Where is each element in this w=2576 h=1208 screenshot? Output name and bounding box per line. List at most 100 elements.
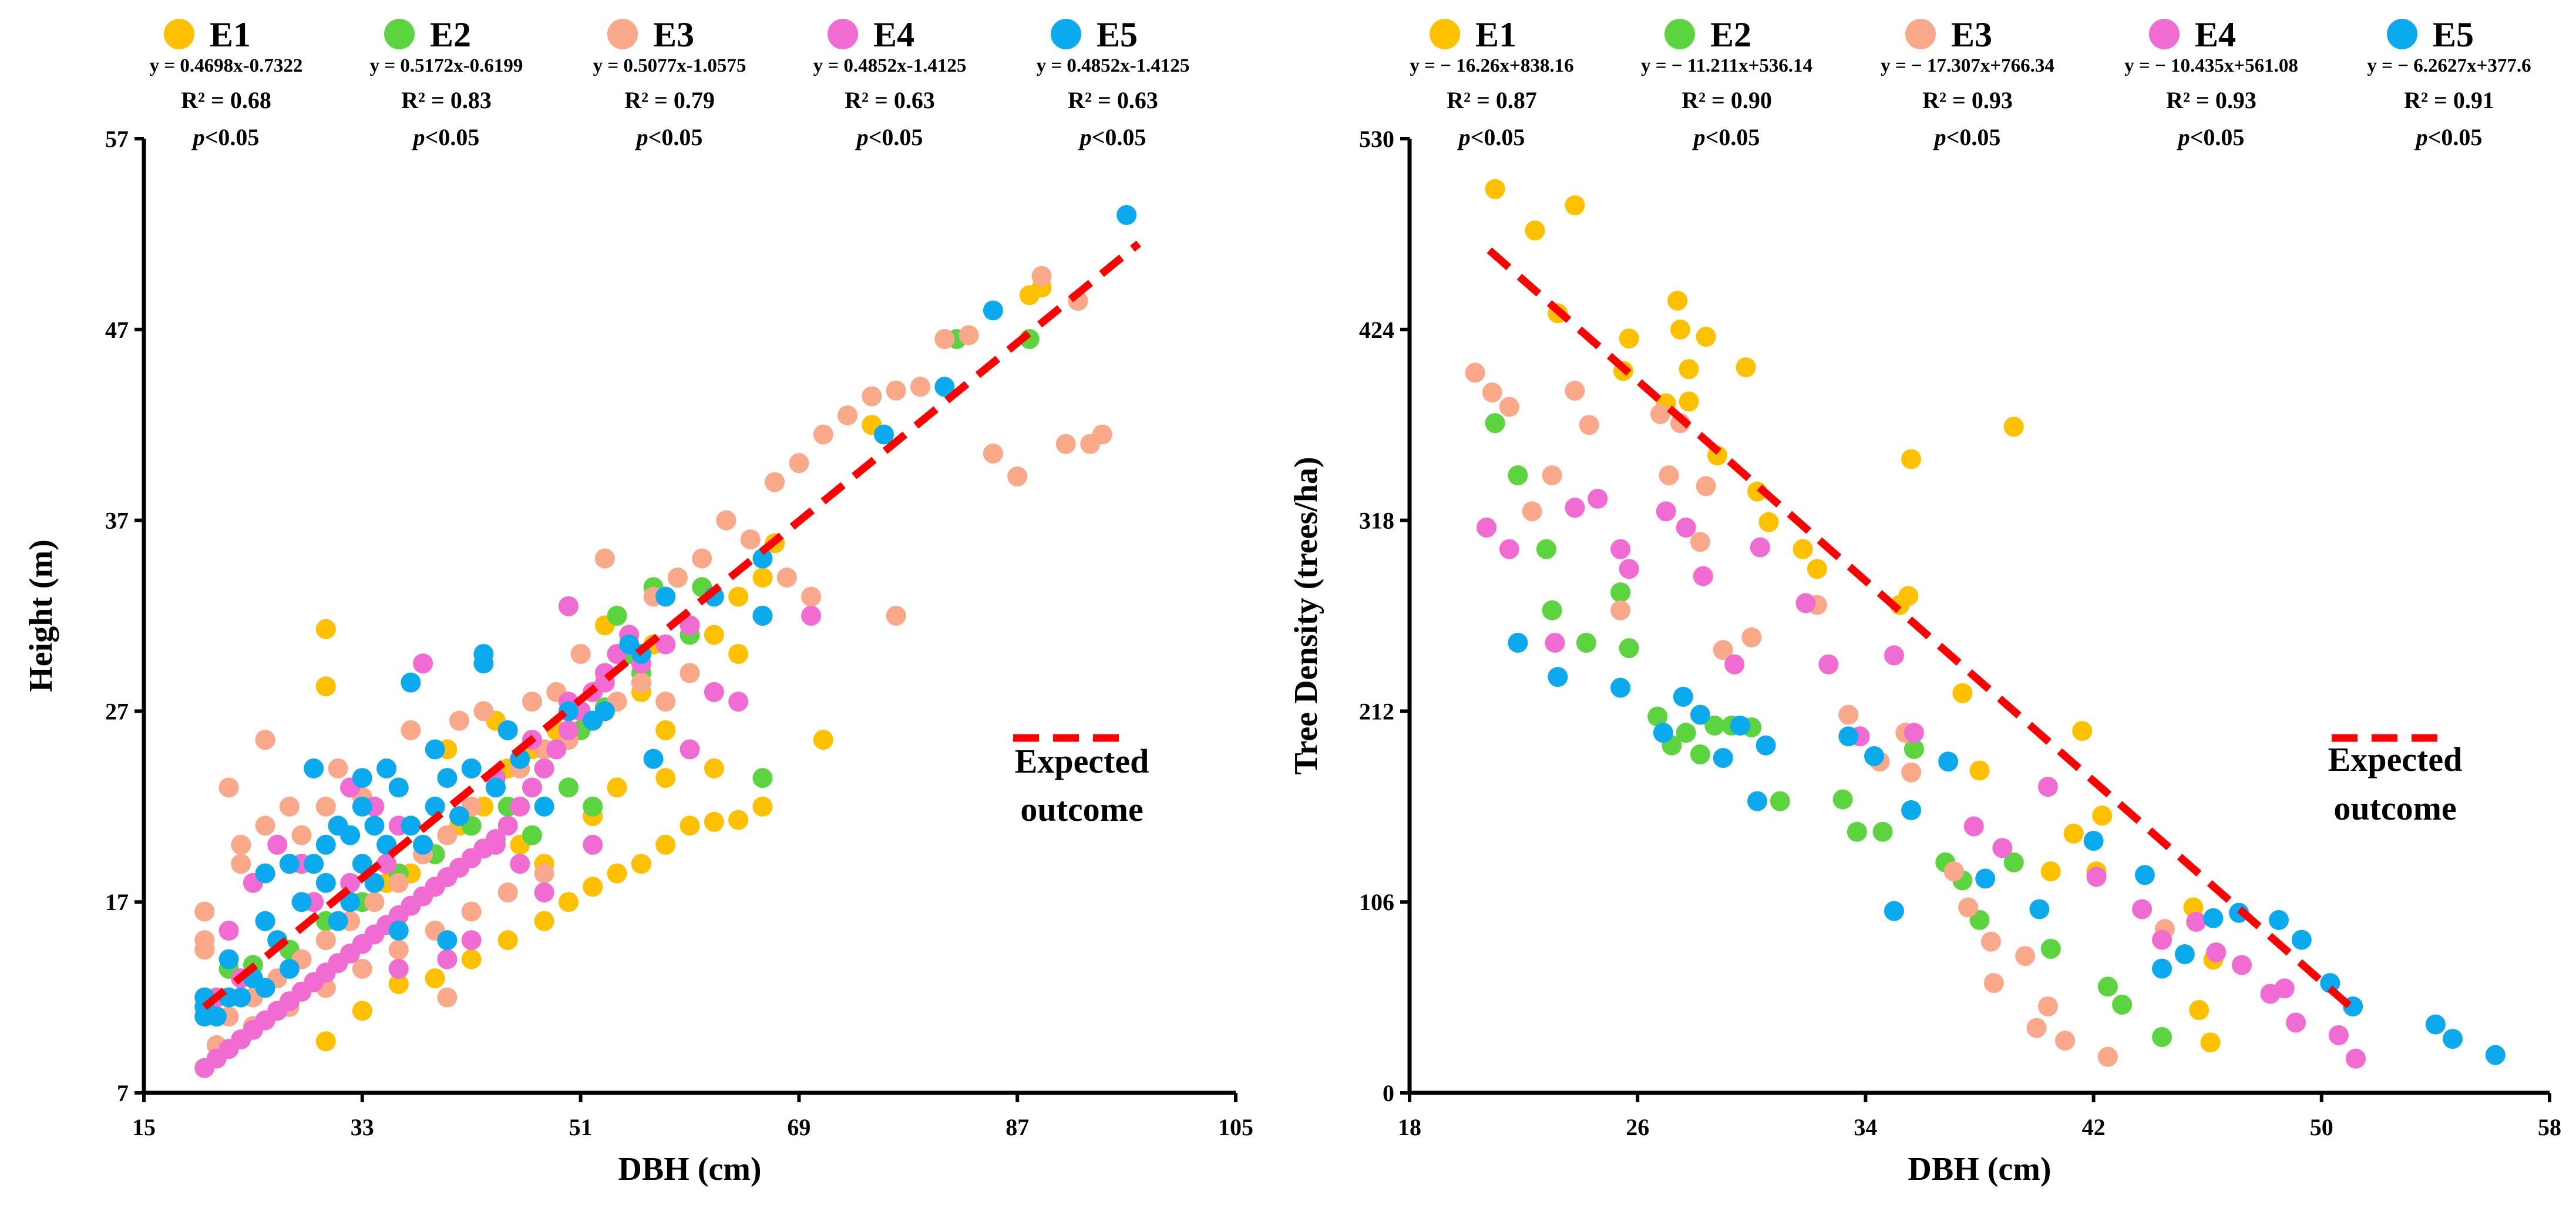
equation-e5: y = 0.4852x-1.4125: [1037, 55, 1190, 76]
data-point-e5: [401, 816, 421, 836]
data-point-e3: [1565, 380, 1585, 401]
data-point-e3: [1713, 640, 1733, 660]
data-point-e4: [376, 854, 397, 874]
p-value-e5: p<0.05: [1078, 124, 1146, 150]
data-point-e3: [1741, 627, 1762, 647]
data-point-e2: [2152, 1027, 2173, 1048]
data-point-e3: [1031, 266, 1052, 286]
data-point-e1: [461, 949, 482, 969]
data-point-e4: [1992, 838, 2013, 858]
data-point-e5: [401, 672, 421, 693]
y-tick-label: 57: [105, 126, 129, 152]
data-point-e3: [291, 825, 312, 845]
data-point-e3: [2037, 996, 2058, 1016]
data-point-e3: [352, 958, 372, 979]
expected-legend-label: outcome: [2333, 789, 2456, 827]
data-point-e4: [1904, 723, 1924, 743]
data-point-e3: [1007, 466, 1028, 486]
data-point-e1: [2040, 861, 2061, 882]
data-point-e3: [631, 672, 651, 693]
data-point-e5: [413, 834, 433, 855]
data-point-e3: [1943, 861, 1964, 882]
y-tick-label: 106: [1359, 889, 1394, 915]
data-point-e2: [1676, 723, 1696, 743]
data-point-e5: [328, 911, 348, 931]
p-threshold: <0.05: [1092, 124, 1146, 150]
data-point-e3: [473, 701, 494, 722]
data-point-e4: [534, 758, 554, 779]
data-point-e3: [1522, 501, 1542, 522]
data-point-e2: [607, 606, 627, 626]
data-point-e4: [486, 834, 506, 855]
data-point-e3: [1092, 424, 1112, 445]
p-value-e2: p<0.05: [412, 124, 480, 150]
data-point-e3: [692, 548, 712, 569]
data-point-e1: [2200, 1032, 2221, 1053]
data-point-e4: [2231, 955, 2252, 975]
data-point-e5: [934, 377, 955, 397]
data-point-e3: [315, 930, 336, 951]
x-tick-label: 105: [1218, 1114, 1253, 1140]
data-point-e3: [231, 854, 251, 874]
data-point-e1: [315, 676, 336, 697]
data-point-e5: [1690, 704, 1710, 725]
data-point-e4: [2328, 1025, 2349, 1045]
r-squared-e5: R² = 0.63: [1068, 87, 1158, 113]
data-point-e1: [704, 758, 724, 779]
data-point-e3: [667, 568, 688, 588]
data-point-e4: [558, 720, 579, 740]
data-point-e3: [279, 796, 300, 817]
data-point-e5: [1548, 667, 1568, 687]
data-point-e2: [2097, 977, 2118, 997]
data-point-e4: [680, 615, 700, 636]
data-point-e1: [1952, 683, 1973, 703]
p-threshold: <0.05: [869, 124, 923, 150]
data-point-e1: [2003, 417, 2024, 437]
data-point-e5: [655, 586, 676, 607]
x-axis-label: DBH (cm): [618, 1151, 761, 1187]
data-point-e3: [1980, 931, 2001, 952]
data-point-e1: [1679, 391, 1699, 412]
data-point-e4: [558, 596, 579, 616]
data-point-e4: [2037, 777, 2058, 797]
data-point-e4: [655, 634, 676, 655]
data-point-e3: [522, 692, 542, 712]
data-point-e2: [1619, 638, 1639, 659]
legend-marker-e2: [1664, 19, 1695, 49]
data-point-e4: [1818, 654, 1839, 675]
data-point-e5: [1508, 632, 1528, 653]
r-squared-e1: R² = 0.87: [1447, 87, 1537, 113]
r-squared-e5: R² = 0.91: [2404, 87, 2494, 113]
data-point-e1: [655, 768, 676, 788]
data-point-e3: [1055, 434, 1076, 454]
data-point-e2: [1770, 791, 1790, 811]
data-point-e5: [1864, 746, 1884, 767]
data-point-e4: [437, 949, 458, 969]
data-point-e2: [1542, 600, 1562, 620]
data-point-e5: [255, 978, 275, 998]
data-point-e5: [1730, 715, 1750, 736]
data-point-e3: [194, 939, 215, 960]
data-point-e4: [1565, 498, 1585, 518]
data-point-e4: [388, 958, 409, 979]
data-point-e4: [2132, 899, 2153, 920]
data-point-e5: [2320, 973, 2340, 994]
data-point-e1: [1619, 328, 1639, 349]
data-point-e5: [643, 749, 664, 769]
data-point-e4: [1676, 517, 1696, 538]
data-point-e1: [813, 730, 833, 750]
data-point-e4: [680, 739, 700, 760]
data-point-e5: [255, 863, 275, 884]
x-tick-label: 87: [1005, 1114, 1029, 1140]
x-tick-label: 15: [132, 1114, 156, 1140]
data-point-e4: [1545, 632, 1565, 653]
data-point-e1: [1969, 760, 1990, 781]
data-point-e4: [2274, 978, 2295, 999]
data-point-e2: [583, 796, 603, 817]
data-point-e3: [255, 730, 275, 750]
data-point-e5: [340, 825, 361, 845]
equation-e2: y = − 11.211x+536.14: [1641, 55, 1812, 76]
data-point-e5: [304, 854, 324, 874]
data-point-e1: [1901, 449, 1922, 469]
